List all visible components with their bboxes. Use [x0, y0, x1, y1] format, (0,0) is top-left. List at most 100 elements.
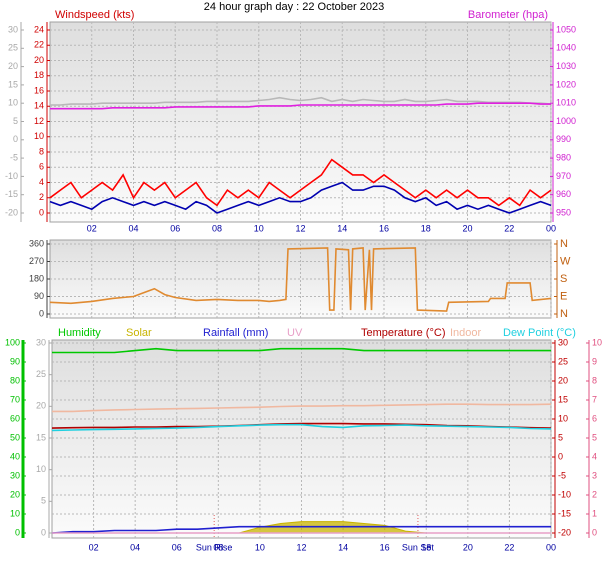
x-tick-label: 14: [337, 223, 347, 233]
legend-label: UV: [287, 327, 303, 339]
y-tick-label: 990: [556, 134, 571, 144]
y-tick-label: W: [560, 255, 571, 267]
annotation: Sun Set: [402, 542, 435, 552]
y-tick-label: 2: [592, 489, 597, 499]
legend-label: Temperature (°C): [361, 327, 445, 339]
line: [49, 247, 552, 312]
y-tick-label: 180: [29, 273, 44, 283]
chart-title: 24 hour graph day : 22 October 2023: [204, 1, 384, 13]
x-tick-label: 16: [379, 223, 389, 233]
y-tick-label: 18: [34, 70, 44, 80]
x-tick-label: 00: [546, 223, 556, 233]
y-tick-label: 60: [10, 413, 20, 423]
x-tick-label: 04: [128, 223, 138, 233]
y-tick-label: S: [560, 273, 567, 285]
y-tick-label: 0: [41, 527, 46, 537]
y-tick-label: 980: [556, 152, 571, 162]
x-tick-label: 22: [504, 542, 514, 552]
y-tick-label: 270: [29, 256, 44, 266]
line: [50, 96, 552, 106]
y-tick-label: 20: [36, 401, 46, 411]
x-tick-label: 12: [295, 223, 305, 233]
y-tick-label: 9: [592, 356, 597, 366]
x-tick-label: 20: [462, 223, 472, 233]
y-tick-label: 80: [10, 375, 20, 385]
y-tick-label: -20: [5, 207, 18, 217]
y-tick-label: -10: [5, 171, 18, 181]
legend-label: Rainfall (mm): [203, 327, 268, 339]
y-tick-label: N: [560, 238, 568, 250]
y-tick-label: 6: [39, 162, 44, 172]
y-tick-label: 0: [39, 308, 44, 318]
y-tick-label: 1050: [556, 24, 576, 34]
line: [49, 181, 552, 214]
y-tick-label: -15: [5, 189, 18, 199]
x-tick-label: 04: [130, 542, 140, 552]
x-tick-label: 08: [212, 223, 222, 233]
y-tick-label: 5: [41, 496, 46, 506]
y-tick-label: 970: [556, 171, 571, 181]
y-tick-label: 950: [556, 207, 571, 217]
x-tick-label: 14: [338, 542, 348, 552]
x-tick-label: 08: [213, 542, 223, 552]
y-tick-label: 6: [592, 413, 597, 423]
x-tick-label: 00: [546, 542, 556, 552]
y-tick-label: N: [560, 308, 568, 320]
y-tick-label: 20: [10, 489, 20, 499]
y-tick-label: 8: [592, 375, 597, 385]
y-tick-label: 7: [592, 394, 597, 404]
y-tick-label: 360: [29, 238, 44, 248]
y-tick-label: 0: [592, 527, 597, 537]
line: [49, 158, 552, 207]
y-tick-label: 10: [34, 131, 44, 141]
y-tick-label: 30: [36, 337, 46, 347]
y-tick-label: 10: [558, 413, 568, 423]
y-tick-label: 30: [8, 24, 18, 34]
y-tick-label: 25: [8, 43, 18, 53]
y-tick-label: 20: [558, 375, 568, 385]
y-tick-label: 8: [39, 146, 44, 156]
y-tick-label: 90: [10, 356, 20, 366]
y-tick-label: 25: [36, 369, 46, 379]
line: [50, 102, 551, 110]
line: [52, 347, 551, 354]
y-tick-label: 5: [558, 432, 563, 442]
x-tick-label: 02: [89, 542, 99, 552]
y-tick-label: 3: [592, 470, 597, 480]
line: [52, 403, 552, 413]
y-tick-label: 0: [39, 207, 44, 217]
y-tick-label: 0: [13, 134, 18, 144]
y-tick-label: 10: [8, 98, 18, 108]
x-tick-label: 22: [504, 223, 514, 233]
y-tick-label: 10: [592, 337, 602, 347]
y-tick-label: 5: [592, 432, 597, 442]
y-axis-label: Windspeed (kts): [55, 9, 134, 21]
y-tick-label: 10: [36, 464, 46, 474]
x-tick-label: 06: [172, 542, 182, 552]
y-tick-label: 30: [558, 337, 568, 347]
y-tick-label: 10: [10, 508, 20, 518]
y-tick-label: E: [560, 290, 567, 302]
y-tick-label: 1030: [556, 61, 576, 71]
y-tick-label: 1000: [556, 116, 576, 126]
legend-label: Indoor: [450, 327, 482, 339]
x-tick-label: 18: [421, 223, 431, 233]
y-tick-label: 4: [39, 177, 44, 187]
y-tick-label: 50: [10, 432, 20, 442]
y-tick-label: -20: [558, 527, 571, 537]
y-tick-label: 70: [10, 394, 20, 404]
y-tick-label: 25: [558, 356, 568, 366]
y-tick-label: 30: [10, 470, 20, 480]
x-tick-label: 06: [170, 223, 180, 233]
x-tick-label: 10: [254, 223, 264, 233]
y-tick-label: -15: [558, 508, 571, 518]
line: [51, 525, 551, 534]
y-tick-label: 24: [34, 24, 44, 34]
y-tick-label: 14: [34, 101, 44, 111]
y-tick-label: -5: [10, 152, 18, 162]
legend-label: Solar: [126, 327, 152, 339]
y2-axis-label: Barometer (hpa): [468, 9, 548, 21]
x-tick-label: 16: [380, 542, 390, 552]
y-tick-label: 40: [10, 451, 20, 461]
